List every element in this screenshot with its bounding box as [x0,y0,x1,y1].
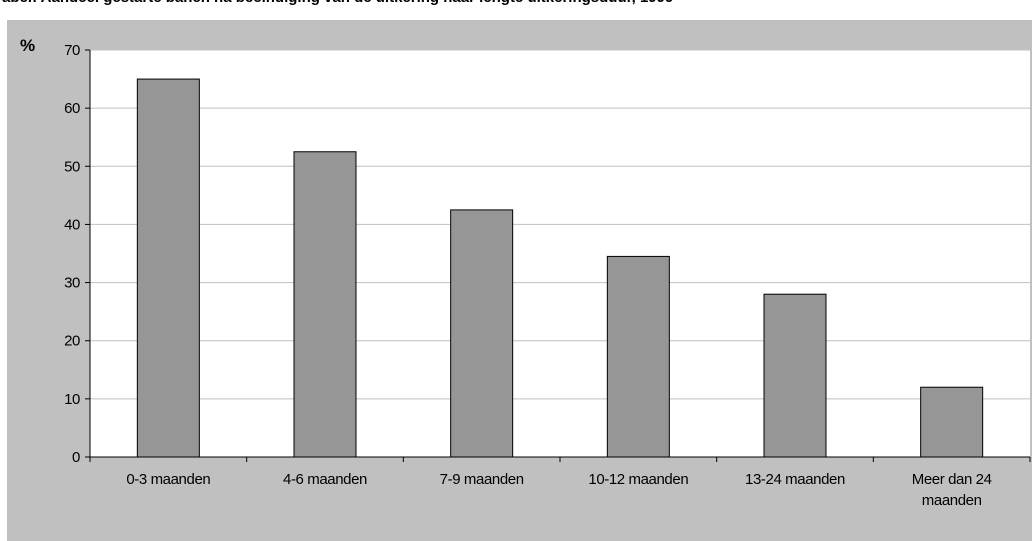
y-tick-label: 70 [64,42,80,59]
x-tick-label: 4-6 maanden [283,471,367,488]
y-tick-label: 50 [64,158,80,175]
chart-title: Tabel: Aandeel gestarte banen na beëindi… [0,0,1032,9]
y-tick-label: 30 [64,275,80,292]
x-tick-labels: 0-3 maanden 4-6 maanden 7-9 maanden 10-12 m… [126,471,992,509]
plot-area [90,50,1030,457]
bar [293,151,357,458]
y-tick-label: 20 [64,333,80,350]
x-tick-label: 7-9 maanden [440,471,524,488]
bar [606,255,670,458]
x-tick-label: Meer dan 24 maanden [912,471,992,509]
bar [763,293,827,458]
bar [450,209,514,458]
y-tick-label: 10 [64,391,80,408]
x-tick-label: 10-12 maanden [588,471,688,488]
axes [85,49,1031,462]
y-axis-unit-label: % [20,36,35,55]
bars [136,78,984,458]
y-tick-label: 60 [64,100,80,117]
bar [136,78,200,458]
y-tick-labels: 0 10 20 30 40 50 60 70 [64,42,80,466]
y-tick-label: 0 [72,449,80,466]
gridlines [90,49,1030,400]
x-tick-label: 13-24 maanden [745,471,845,488]
bar [920,386,984,458]
y-tick-label: 40 [64,216,80,233]
x-tick-label: 0-3 maanden [126,471,210,488]
